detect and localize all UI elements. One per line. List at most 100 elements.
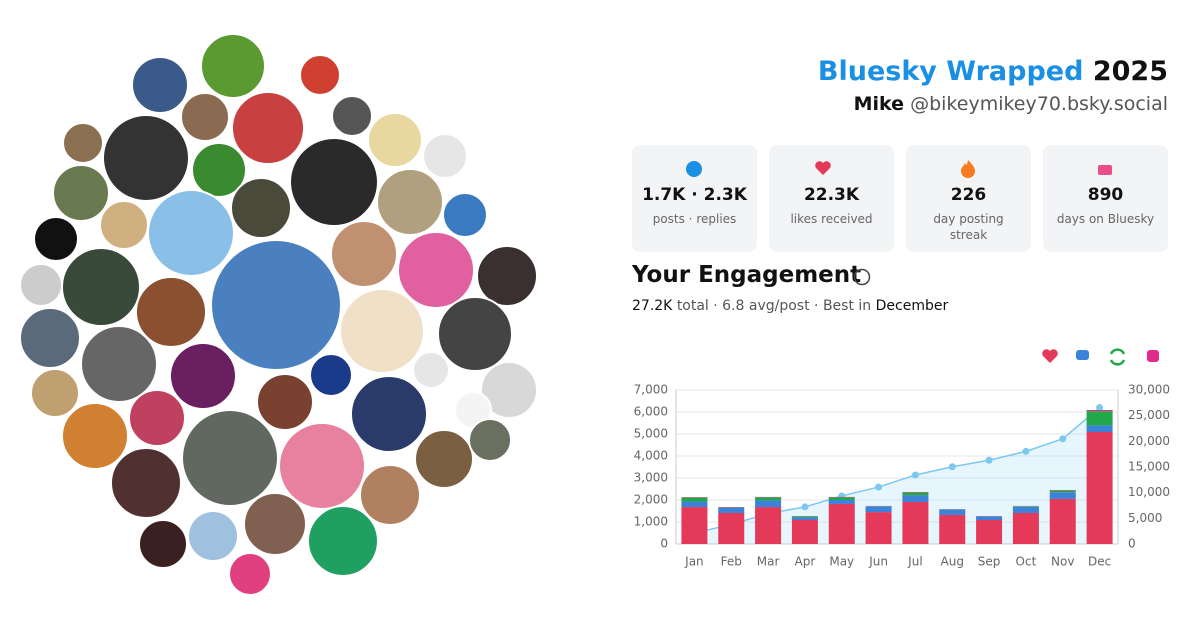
legend-icon[interactable] [1147,350,1159,362]
y2-tick-label: 30,000 [1128,383,1170,397]
line-point [1022,447,1030,455]
bar-segment [791,517,818,521]
x-tick-label: Jul [907,555,922,569]
avatar[interactable] [480,361,538,419]
bar-segment [1086,411,1113,426]
avatar[interactable] [412,351,450,389]
best-month: December [875,298,949,314]
y2-tick-label: 5,000 [1128,511,1162,525]
y2-tick-label: 10,000 [1128,485,1170,499]
bar-segment [828,497,855,500]
avatar[interactable] [33,216,79,262]
avatar[interactable] [350,375,428,453]
stat-card: 1.7K · 2.3K posts · replies [632,145,757,252]
avatar[interactable] [181,409,279,507]
y2-tick-label: 20,000 [1128,434,1170,448]
stat-value: 890 [1087,185,1124,205]
legend-icon[interactable] [1076,350,1089,360]
avatar[interactable] [359,464,421,526]
avatar[interactable] [61,247,141,327]
x-tick-label: Dec [1088,555,1111,569]
avatar[interactable] [243,492,307,556]
avatar[interactable] [187,510,239,562]
line-point [690,529,698,537]
year: 2025 [1092,56,1168,87]
avatar[interactable] [339,288,425,374]
line-point [727,520,735,528]
avatar[interactable] [210,239,342,371]
bar-segment [1012,506,1039,513]
avatar[interactable] [230,177,292,239]
avatar[interactable] [330,220,398,288]
avatar[interactable] [99,200,149,250]
avatar[interactable] [19,307,81,369]
avatar[interactable] [397,231,475,309]
line-point [948,463,956,471]
y-tick-label: 3,000 [634,471,668,485]
avatar[interactable] [80,325,158,403]
line-point [1059,435,1067,443]
bar-segment [1012,506,1039,507]
bar-segment [1012,512,1039,544]
x-tick-label: Nov [1051,555,1074,569]
avatar[interactable] [147,189,235,277]
avatar[interactable] [299,54,341,96]
y2-tick-label: 25,000 [1128,408,1170,422]
avatar[interactable] [422,133,468,179]
avatar[interactable] [376,168,444,236]
line-area [694,407,1100,544]
avatar[interactable] [110,447,182,519]
avatar[interactable] [476,245,538,307]
avatar[interactable] [307,505,379,577]
x-tick-label: Oct [1016,555,1037,569]
avatar[interactable] [231,91,305,165]
avatar[interactable] [135,276,207,348]
avatar[interactable] [442,192,488,238]
avatar[interactable] [191,142,247,198]
x-tick-label: Mar [757,555,780,569]
avatar[interactable] [131,56,189,114]
avatar[interactable] [30,368,80,418]
avatar[interactable] [309,353,353,397]
avatar[interactable] [180,92,230,142]
stat-label: day posting streak [933,212,1004,242]
stat-card: 22.3K likes received [769,145,894,252]
legend-icon[interactable] [1042,349,1058,363]
avatar[interactable] [367,112,423,168]
y-tick-label: 2,000 [634,493,668,507]
avatar[interactable] [228,552,272,596]
stat-value: 226 [950,185,987,205]
bar-segment [791,516,818,518]
avatar[interactable] [437,296,513,372]
avatar[interactable] [414,429,474,489]
x-tick-label: Jan [684,555,704,569]
section-title: Your Engagement [632,262,862,288]
avatar[interactable] [278,422,366,510]
avatar[interactable] [52,164,110,222]
bar-segment [1049,498,1076,544]
avatar[interactable] [138,519,188,569]
avatar[interactable] [169,342,237,410]
bar-segment [976,520,1003,544]
avatar[interactable] [102,114,190,202]
avatar[interactable] [62,122,104,164]
legend-icon[interactable] [1109,348,1126,366]
bar-segment [828,500,855,504]
bar-segment [902,492,929,496]
avatar[interactable] [331,95,373,137]
y2-tick-label: 15,000 [1128,460,1170,474]
bar-segment [902,501,929,544]
avatar[interactable] [256,373,314,431]
avatar[interactable] [468,418,512,462]
y2-tick-label: 0 [1128,537,1136,551]
x-tick-label: May [829,555,854,569]
bar-segment [865,506,892,513]
avatar[interactable] [19,263,63,307]
title: Bluesky Wrapped 2025 [818,56,1168,87]
avatar[interactable] [289,137,379,227]
avatar[interactable] [61,402,129,470]
bar-segment [718,512,745,544]
avatar[interactable] [128,389,186,447]
avatar[interactable] [200,33,266,99]
bar-segment [681,497,708,502]
